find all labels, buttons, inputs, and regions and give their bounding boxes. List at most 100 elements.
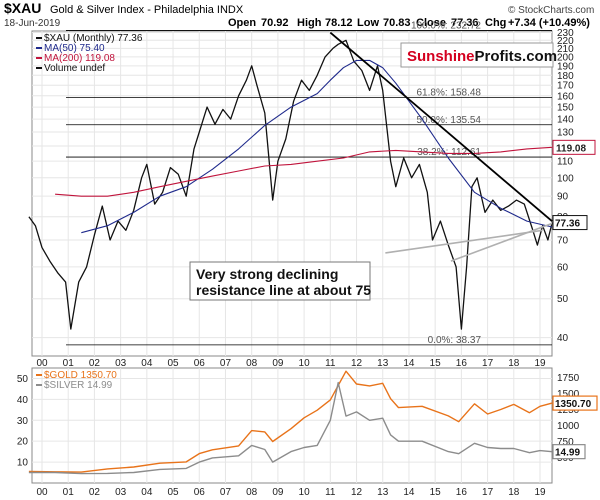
main-y-tick-label: 220: [557, 36, 574, 47]
main-y-tick-label: 130: [557, 128, 574, 139]
lower-right-tick-label: 1750: [557, 373, 580, 384]
main-x-tick-label: 16: [456, 358, 468, 369]
main-x-tick-label: 13: [377, 358, 389, 369]
lower-x-tick-label: 11: [325, 487, 336, 498]
main-gridlines: [32, 31, 552, 356]
copyright: © StockCharts.com: [508, 5, 594, 16]
fib-level-label: 61.8%: 158.48: [417, 87, 482, 98]
lower-right-tick-label: 1500: [557, 389, 580, 400]
main-y-tick-label: 40: [557, 333, 569, 344]
annotation-line-2: resistance line at about 75: [196, 282, 371, 298]
main-x-tick-label: 10: [299, 358, 311, 369]
chart-date: 18-Jun-2019: [4, 18, 61, 29]
lower-x-tick-label: 17: [482, 487, 494, 498]
main-y-tick-label: 110: [557, 157, 573, 168]
svg-text:SunshineProfits.com: SunshineProfits.com: [407, 48, 557, 65]
gold-badge-label: 1350.70: [555, 399, 592, 410]
lower-x-tick-label: 13: [377, 487, 389, 498]
symbol-title: $XAU: [4, 0, 41, 16]
chart-header: $XAU Gold & Silver Index - Philadelphia …: [4, 0, 594, 29]
main-y-tick-label: 150: [557, 103, 574, 114]
lower-x-tick-label: 07: [220, 487, 232, 498]
lower-right-tick-label: 1000: [557, 421, 580, 432]
lower-right-tick-label: 750: [557, 437, 574, 448]
ma200-badge-label: 119.08: [556, 143, 586, 154]
main-y-tick-label: 50: [557, 294, 569, 305]
open-value: 70.92: [261, 17, 289, 29]
sunshine-profits-logo: SunshineProfits.com: [400, 42, 557, 68]
price-badge-label: 77.36: [555, 219, 580, 230]
main-x-tick-label: 19: [534, 358, 546, 369]
main-x-tick-label: 09: [272, 358, 284, 369]
annotation-pointer-line: [385, 229, 543, 254]
chg-label: Chg: [485, 17, 506, 29]
main-y-tick-label: 70: [557, 236, 569, 247]
silver-price-line: [28, 381, 553, 475]
main-y-tick-label: 210: [557, 44, 574, 55]
lower-x-tick-label: 01: [63, 487, 75, 498]
lower-panel: 10203040505007501000125015001750 0001020…: [17, 367, 598, 498]
xau-legend-entry: $XAU (Monthly) 77.36: [44, 33, 143, 44]
trendlines: [329, 31, 553, 262]
gold-price-line: [28, 370, 553, 473]
lower-left-tick-label: 40: [17, 395, 29, 406]
main-y-tick-label: 230: [557, 28, 574, 39]
lower-left-tick-label: 10: [17, 458, 29, 469]
annotation-box: Very strong declining resistance line at…: [189, 261, 371, 301]
fib-level-label: 38.2%: 112.61: [417, 147, 481, 158]
main-series: [28, 39, 553, 330]
main-value-badges: 77.36 119.08: [552, 139, 596, 231]
lower-x-tick-label: 02: [89, 487, 101, 498]
main-x-tick-label: 06: [194, 358, 206, 369]
main-y-tick-label: 170: [557, 81, 574, 92]
main-x-axis: 00 01 02 03 04 05 06 07 08 09 10 11 12 13 14 15 16 17 18 19: [36, 358, 546, 369]
main-x-tick-label: 14: [403, 358, 415, 369]
close-label: Close: [416, 17, 446, 29]
main-x-tick-label: 04: [141, 358, 153, 369]
annotation-line-1: Very strong declining: [196, 266, 338, 282]
fib-level-label: 0.0%: 38.37: [428, 335, 482, 346]
chg-value: +7.34 (+10.49%): [508, 17, 590, 29]
main-y-tick-label: 140: [557, 115, 574, 126]
lower-left-tick-label: 20: [17, 437, 29, 448]
xau-price-line: [28, 39, 553, 330]
declining-resistance-line: [329, 31, 553, 222]
main-y-tick-label: 160: [557, 91, 574, 102]
volume-legend-entry: Volume undef: [44, 63, 105, 74]
main-x-tick-label: 05: [167, 358, 179, 369]
main-x-tick-label: 07: [220, 358, 232, 369]
main-y-tick-label: 90: [557, 192, 569, 203]
ma200-badge-box: [552, 139, 596, 155]
lower-x-tick-label: 09: [272, 487, 284, 498]
lower-x-tick-label: 03: [115, 487, 127, 498]
gold-badge-box: [552, 395, 598, 411]
ma50-line: [81, 59, 553, 234]
main-panel: 100.0%: 232.72 61.8%: 158.48 50.0%: 135.54…: [28, 20, 596, 369]
low-label: Low: [357, 17, 379, 29]
lower-legend: $GOLD 1350.70$SILVER 14.99: [36, 370, 117, 391]
silver-badge-box: [552, 444, 586, 460]
main-y-tick-label: 60: [557, 262, 569, 273]
fib-level-label: 50.0%: 135.54: [417, 115, 482, 126]
lower-x-tick-label: 10: [299, 487, 311, 498]
lower-x-tick-label: 12: [351, 487, 363, 498]
ma200-legend-entry: MA(200) 119.08: [44, 53, 115, 64]
main-x-tick-label: 12: [351, 358, 363, 369]
main-x-tick-label: 01: [63, 358, 75, 369]
high-label: High: [297, 17, 322, 29]
logo-profits: Profits.com: [475, 48, 558, 65]
main-y-tick-label: 190: [557, 61, 574, 72]
lower-x-tick-label: 18: [508, 487, 520, 498]
main-x-tick-label: 18: [508, 358, 520, 369]
main-y-tick-label: 180: [557, 71, 574, 82]
price-badge-box: [552, 215, 588, 231]
lower-series: [28, 370, 553, 475]
gold-legend-entry: $GOLD 1350.70: [44, 370, 117, 381]
silver-badge-label: 14.99: [555, 448, 580, 459]
main-x-tick-label: 11: [325, 358, 336, 369]
ma200-line: [55, 146, 553, 197]
main-x-tick-label: 00: [36, 358, 48, 369]
lower-x-tick-label: 14: [403, 487, 415, 498]
